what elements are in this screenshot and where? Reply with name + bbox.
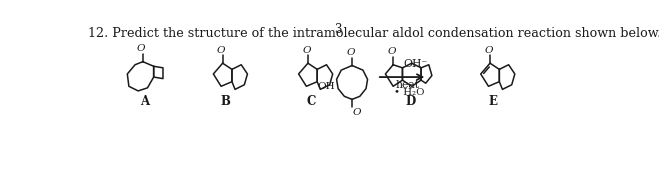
Text: C: C bbox=[306, 95, 316, 108]
Text: O: O bbox=[302, 46, 310, 55]
Text: O: O bbox=[484, 46, 493, 55]
Text: 3: 3 bbox=[334, 23, 342, 36]
Text: O: O bbox=[387, 47, 396, 56]
Text: O: O bbox=[353, 108, 361, 117]
Text: O: O bbox=[137, 44, 146, 53]
Text: E: E bbox=[488, 95, 498, 108]
Text: OH: OH bbox=[317, 82, 335, 91]
Text: O: O bbox=[346, 48, 355, 57]
Text: OH⁻: OH⁻ bbox=[403, 59, 428, 69]
Text: O: O bbox=[217, 46, 225, 55]
Text: heat: heat bbox=[396, 80, 420, 90]
Text: 12. Predict the structure of the intramolecular aldol condensation reaction show: 12. Predict the structure of the intramo… bbox=[88, 27, 659, 40]
Text: B: B bbox=[221, 95, 231, 108]
Text: D: D bbox=[405, 95, 415, 108]
Text: A: A bbox=[140, 95, 149, 108]
Text: • H₂O: • H₂O bbox=[394, 88, 425, 97]
